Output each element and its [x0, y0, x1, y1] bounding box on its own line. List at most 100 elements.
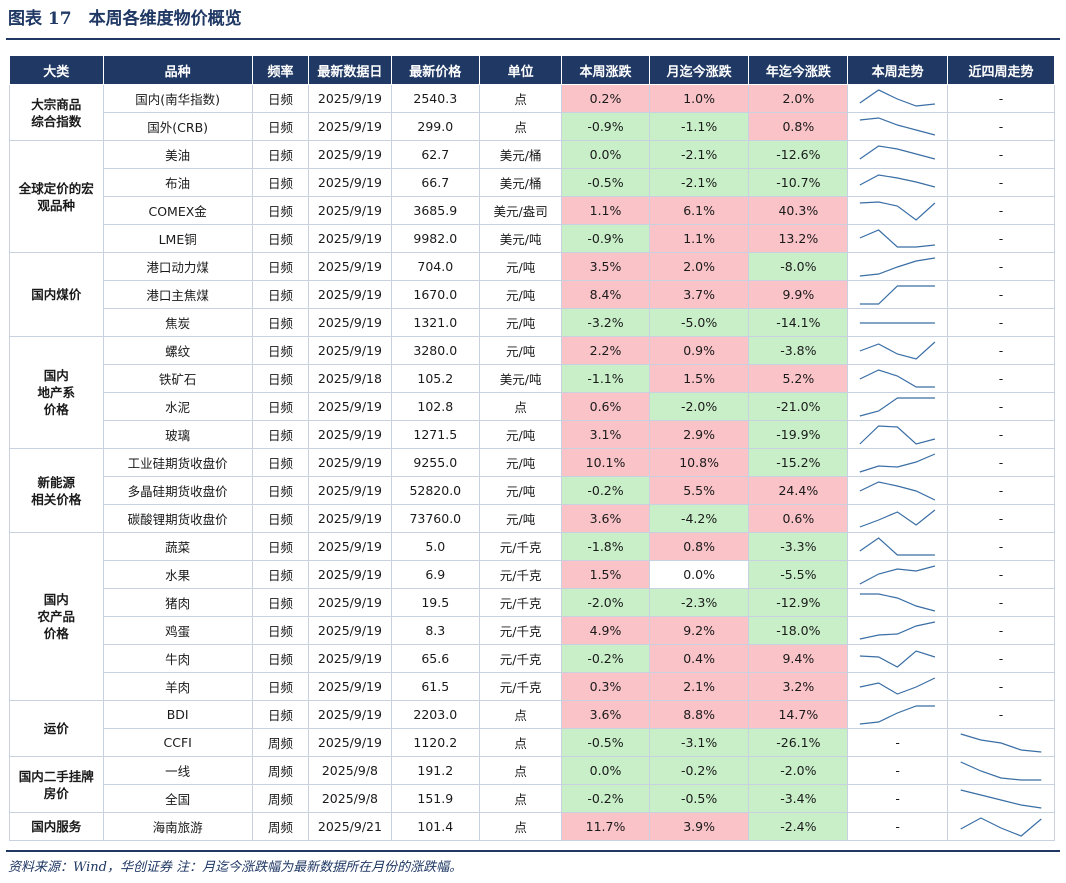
table-row: 运价 BDI 日频 2025/9/19 2203.0 点 3.6% 8.8% 14.7% - [9, 700, 1056, 757]
table-row: 布油 日频 2025/9/19 66.7 美元/桶 -0.5% -2.1% -10.7% - [10, 168, 1056, 197]
weekly-change-cell: -0.2% [561, 784, 650, 813]
sparkline-svg [848, 394, 947, 420]
trend-empty: - [946, 532, 1056, 561]
sparkline-path [860, 482, 935, 500]
sparkline-svg [948, 786, 1054, 812]
weekly-trend-sparkline [847, 336, 948, 365]
latest-price-cell: 9255.0 [390, 448, 481, 477]
trend-empty: - [946, 84, 1056, 113]
frequency-cell: 日频 [251, 644, 310, 673]
sparkline-path [860, 594, 935, 611]
four-week-trend-sparkline [946, 812, 1056, 841]
latest-date-cell: 2025/9/8 [308, 784, 392, 813]
weekly-change-cell: 3.1% [561, 420, 650, 449]
latest-date-cell: 2025/9/19 [308, 644, 392, 673]
column-header: 品种 [102, 55, 253, 85]
four-week-trend-sparkline [946, 784, 1056, 813]
frequency-cell: 日频 [251, 364, 310, 393]
year-to-date-change-cell: -19.9% [748, 420, 849, 449]
month-to-date-change-cell: 3.9% [648, 812, 750, 841]
month-to-date-change-cell: 5.5% [648, 476, 750, 505]
unit-cell: 元/千克 [479, 588, 563, 617]
unit-cell: 元/吨 [479, 280, 563, 309]
latest-price-cell: 299.0 [390, 112, 481, 141]
item-name-cell: 全国 [102, 784, 253, 813]
weekly-trend-sparkline [847, 420, 948, 449]
item-name-cell: 水泥 [102, 392, 253, 421]
weekly-change-cell: 0.6% [561, 392, 650, 421]
latest-date-cell: 2025/9/18 [308, 364, 392, 393]
sparkline-svg [848, 674, 947, 700]
year-to-date-change-cell: -26.1% [748, 728, 849, 757]
unit-cell: 元/吨 [479, 504, 563, 533]
category-cell: 国内二手挂牌 房价 [9, 756, 104, 813]
frequency-cell: 周频 [251, 728, 310, 757]
unit-cell: 元/千克 [479, 644, 563, 673]
sparkline-svg [848, 422, 947, 448]
frequency-cell: 周频 [251, 756, 310, 785]
weekly-trend-sparkline [847, 476, 948, 505]
unit-cell: 美元/桶 [479, 140, 563, 169]
sparkline-path [961, 734, 1042, 752]
unit-cell: 点 [479, 812, 563, 841]
frequency-cell: 日频 [251, 420, 310, 449]
weekly-change-cell: 0.0% [561, 756, 650, 785]
category-cell: 运价 [9, 700, 104, 757]
trend-empty: - [946, 168, 1056, 197]
weekly-trend-sparkline [847, 140, 948, 169]
table-row: 水泥 日频 2025/9/19 102.8 点 0.6% -2.0% -21.0% - [10, 392, 1056, 421]
year-to-date-change-cell: 9.4% [748, 644, 849, 673]
column-header: 近四周走势 [946, 55, 1056, 85]
month-to-date-change-cell: -2.1% [648, 140, 750, 169]
weekly-trend-sparkline [847, 616, 948, 645]
sparkline-svg [848, 478, 947, 504]
frequency-cell: 周频 [251, 812, 310, 841]
unit-cell: 元/吨 [479, 448, 563, 477]
trend-empty: - [847, 756, 948, 785]
year-to-date-change-cell: 3.2% [748, 672, 849, 701]
sparkline-path [860, 510, 935, 527]
trend-empty: - [946, 476, 1056, 505]
item-name-cell: 布油 [102, 168, 253, 197]
column-header: 年迄今涨跌 [748, 55, 849, 85]
column-header: 单位 [479, 55, 563, 85]
trend-empty: - [946, 672, 1056, 701]
frequency-cell: 日频 [251, 252, 310, 281]
frequency-cell: 日频 [251, 504, 310, 533]
sparkline-svg [948, 730, 1054, 756]
sparkline-svg [848, 338, 947, 364]
latest-price-cell: 66.7 [390, 168, 481, 197]
weekly-trend-sparkline [847, 112, 948, 141]
weekly-change-cell: 0.2% [561, 84, 650, 113]
trend-empty: - [946, 588, 1056, 617]
year-to-date-change-cell: -2.4% [748, 812, 849, 841]
weekly-trend-sparkline [847, 504, 948, 533]
month-to-date-change-cell: 8.8% [648, 700, 750, 729]
latest-price-cell: 2203.0 [390, 700, 481, 729]
sparkline-path [860, 706, 935, 724]
sparkline-path [860, 370, 935, 387]
trend-empty: - [946, 448, 1056, 477]
year-to-date-change-cell: 0.8% [748, 112, 849, 141]
trend-empty: - [946, 140, 1056, 169]
weekly-change-cell: -1.1% [561, 364, 650, 393]
table-row: 碳酸锂期货收盘价 日频 2025/9/19 73760.0 元/吨 3.6% -4.2% 0.… [10, 504, 1056, 533]
latest-price-cell: 101.4 [390, 812, 481, 841]
weekly-change-cell: -0.2% [561, 644, 650, 673]
latest-price-cell: 8.3 [390, 616, 481, 645]
price-overview-table: 大类 品种 频率 最新数据日 最新价格 单位 本周涨跌 月迄今涨跌 年迄今涨跌 本周走势 近四周走势… [9, 55, 1056, 841]
trend-empty: - [946, 700, 1056, 729]
weekly-change-cell: 11.7% [561, 812, 650, 841]
latest-date-cell: 2025/9/19 [308, 672, 392, 701]
four-week-trend-sparkline [946, 728, 1056, 757]
unit-cell: 美元/盎司 [479, 196, 563, 225]
column-header: 本周走势 [847, 55, 948, 85]
weekly-trend-sparkline [847, 196, 948, 225]
item-name-cell: 海南旅游 [102, 812, 253, 841]
table-row: LME铜 日频 2025/9/19 9982.0 美元/吨 -0.9% 1.1% 13.2% - [10, 224, 1056, 253]
sparkline-svg [848, 198, 947, 224]
unit-cell: 点 [479, 728, 563, 757]
unit-cell: 美元/桶 [479, 168, 563, 197]
weekly-change-cell: 3.5% [561, 252, 650, 281]
year-to-date-change-cell: -3.8% [748, 336, 849, 365]
